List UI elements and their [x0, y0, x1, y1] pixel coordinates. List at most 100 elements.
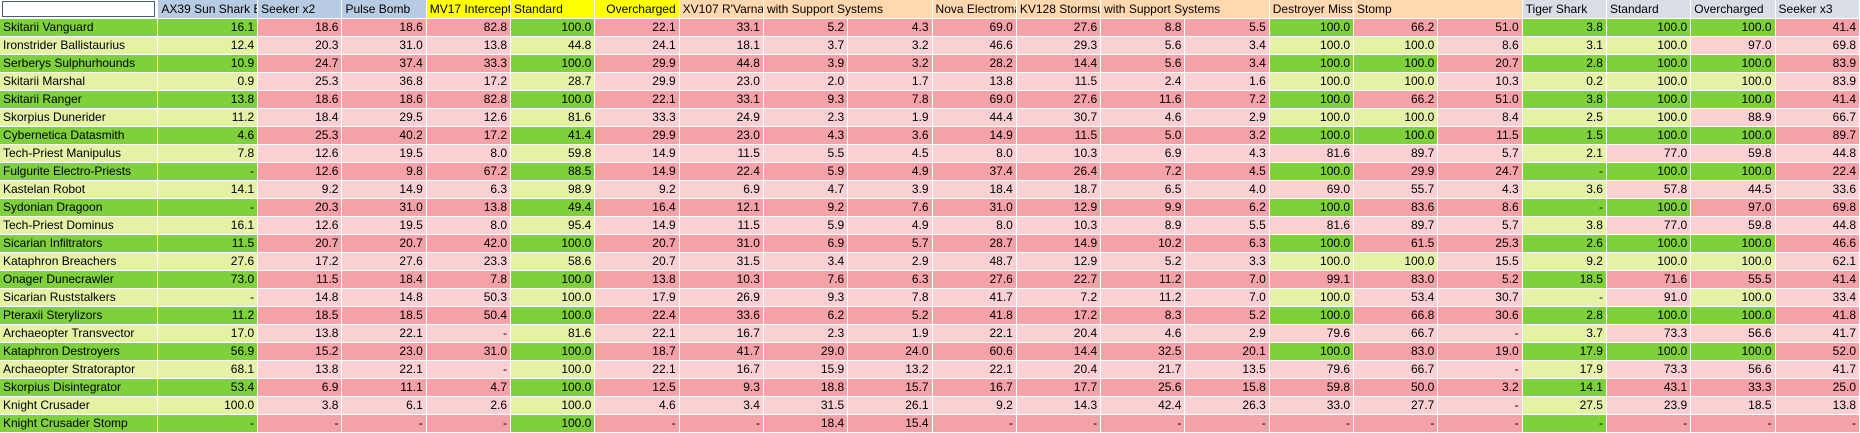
- value-cell[interactable]: 11.5: [1016, 72, 1102, 91]
- value-cell[interactable]: 5.9: [763, 162, 849, 181]
- value-cell[interactable]: 41.8: [1775, 306, 1860, 325]
- value-cell[interactable]: 100.0: [1269, 54, 1355, 73]
- value-cell[interactable]: 5.5: [1184, 216, 1270, 235]
- value-cell[interactable]: 3.7: [1522, 324, 1607, 343]
- value-cell[interactable]: 7.2: [1016, 288, 1102, 307]
- value-cell[interactable]: 7.6: [763, 270, 849, 289]
- value-cell[interactable]: 9.3: [763, 90, 849, 109]
- value-cell[interactable]: 100.0: [510, 18, 596, 37]
- name-box-cell[interactable]: [0, 0, 159, 19]
- value-cell[interactable]: 3.2: [847, 54, 933, 73]
- value-cell[interactable]: 33.0: [1269, 396, 1355, 415]
- value-cell[interactable]: 23.0: [679, 72, 764, 91]
- value-cell[interactable]: 71.6: [1606, 270, 1692, 289]
- value-cell[interactable]: 10.3: [1016, 144, 1102, 163]
- value-cell[interactable]: 82.8: [426, 90, 512, 109]
- value-cell[interactable]: 6.1: [341, 396, 427, 415]
- value-cell[interactable]: 24.7: [1437, 162, 1523, 181]
- value-cell[interactable]: 46.6: [1775, 234, 1860, 253]
- value-cell[interactable]: -: [932, 414, 1017, 433]
- value-cell[interactable]: 22.7: [1016, 270, 1102, 289]
- value-cell[interactable]: 10.9: [157, 54, 259, 73]
- value-cell[interactable]: 5.9: [763, 216, 849, 235]
- value-cell[interactable]: 27.6: [1016, 18, 1102, 37]
- value-cell[interactable]: 22.1: [594, 324, 680, 343]
- value-cell[interactable]: -: [157, 414, 259, 433]
- value-cell[interactable]: 25.3: [257, 126, 343, 145]
- value-cell[interactable]: 3.4: [763, 252, 849, 271]
- value-cell[interactable]: 29.0: [763, 342, 849, 361]
- value-cell[interactable]: 100.0: [1269, 162, 1355, 181]
- value-cell[interactable]: 100.0: [1606, 234, 1692, 253]
- value-cell[interactable]: 13.8: [257, 324, 343, 343]
- value-cell[interactable]: 8.6: [1437, 198, 1523, 217]
- value-cell[interactable]: 69.0: [932, 18, 1017, 37]
- column-header[interactable]: XV107 R'Varna: [679, 0, 764, 19]
- value-cell[interactable]: 12.1: [679, 198, 764, 217]
- value-cell[interactable]: 67.2: [426, 162, 512, 181]
- value-cell[interactable]: 66.7: [1353, 324, 1439, 343]
- value-cell[interactable]: 17.9: [1522, 342, 1607, 361]
- value-cell[interactable]: 24.9: [679, 108, 764, 127]
- value-cell[interactable]: 5.5: [763, 144, 849, 163]
- value-cell[interactable]: 9.2: [257, 180, 343, 199]
- value-cell[interactable]: 100.0: [1269, 108, 1355, 127]
- value-cell[interactable]: 8.0: [426, 216, 512, 235]
- value-cell[interactable]: 10.3: [1437, 72, 1523, 91]
- value-cell[interactable]: 11.1: [341, 378, 427, 397]
- value-cell[interactable]: 10.3: [679, 270, 764, 289]
- value-cell[interactable]: 27.7: [1353, 396, 1439, 415]
- value-cell[interactable]: 18.4: [257, 108, 343, 127]
- unit-name-cell[interactable]: Skorpius Disintegrator: [0, 378, 159, 397]
- value-cell[interactable]: 9.2: [763, 198, 849, 217]
- value-cell[interactable]: 8.4: [1437, 108, 1523, 127]
- value-cell[interactable]: 100.0: [1269, 252, 1355, 271]
- value-cell[interactable]: 17.7: [1016, 378, 1102, 397]
- value-cell[interactable]: 17.9: [594, 288, 680, 307]
- value-cell[interactable]: 31.0: [679, 234, 764, 253]
- value-cell[interactable]: 15.7: [847, 378, 933, 397]
- unit-name-cell[interactable]: Kataphron Breachers: [0, 252, 159, 271]
- value-cell[interactable]: 50.4: [426, 306, 512, 325]
- column-header[interactable]: MV17 Interceptor: [426, 0, 512, 19]
- value-cell[interactable]: 100.0: [510, 306, 596, 325]
- value-cell[interactable]: 8.9: [1100, 216, 1186, 235]
- value-cell[interactable]: 4.6: [1100, 108, 1186, 127]
- value-cell[interactable]: 26.1: [847, 396, 933, 415]
- value-cell[interactable]: 83.0: [1353, 342, 1439, 361]
- value-cell[interactable]: 100.0: [510, 90, 596, 109]
- value-cell[interactable]: 21.7: [1100, 360, 1186, 379]
- value-cell[interactable]: 59.8: [1269, 378, 1355, 397]
- value-cell[interactable]: 18.7: [1016, 180, 1102, 199]
- value-cell[interactable]: 20.7: [594, 252, 680, 271]
- value-cell[interactable]: 24.7: [257, 54, 343, 73]
- value-cell[interactable]: 3.4: [679, 396, 764, 415]
- value-cell[interactable]: 2.9: [1184, 324, 1270, 343]
- value-cell[interactable]: 6.9: [763, 234, 849, 253]
- value-cell[interactable]: 19.5: [341, 144, 427, 163]
- value-cell[interactable]: 4.3: [847, 18, 933, 37]
- value-cell[interactable]: 18.6: [257, 18, 343, 37]
- value-cell[interactable]: 100.0: [510, 342, 596, 361]
- value-cell[interactable]: 20.7: [341, 234, 427, 253]
- value-cell[interactable]: 7.8: [847, 288, 933, 307]
- value-cell[interactable]: 41.4: [510, 126, 596, 145]
- value-cell[interactable]: 14.3: [1016, 396, 1102, 415]
- value-cell[interactable]: 59.8: [1690, 216, 1776, 235]
- value-cell[interactable]: 53.4: [1353, 288, 1439, 307]
- value-cell[interactable]: 100.0: [1269, 306, 1355, 325]
- value-cell[interactable]: 18.4: [932, 180, 1017, 199]
- value-cell[interactable]: 95.4: [510, 216, 596, 235]
- value-cell[interactable]: 100.0: [1606, 18, 1692, 37]
- value-cell[interactable]: 100.0: [1269, 90, 1355, 109]
- value-cell[interactable]: 3.8: [1522, 18, 1607, 37]
- column-header[interactable]: Destroyer Missiles: [1269, 0, 1355, 19]
- value-cell[interactable]: 23.0: [341, 342, 427, 361]
- value-cell[interactable]: -: [1690, 414, 1776, 433]
- value-cell[interactable]: 13.8: [257, 360, 343, 379]
- value-cell[interactable]: 25.3: [257, 72, 343, 91]
- value-cell[interactable]: 29.9: [594, 54, 680, 73]
- value-cell[interactable]: 42.4: [1100, 396, 1186, 415]
- value-cell[interactable]: 79.6: [1269, 324, 1355, 343]
- value-cell[interactable]: 17.9: [1522, 360, 1607, 379]
